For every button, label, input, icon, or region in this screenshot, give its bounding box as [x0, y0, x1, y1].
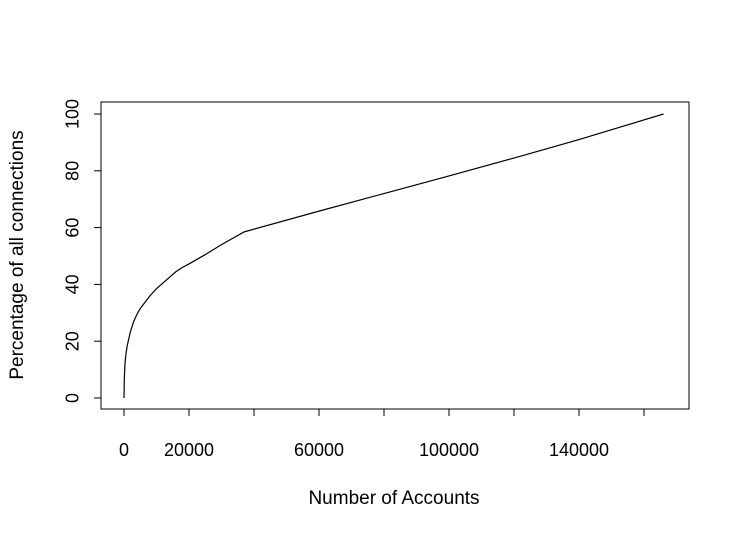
y-axis: 0 20 40 60 80 100	[62, 99, 102, 403]
y-tick-label: 80	[62, 161, 82, 181]
y-axis-title: Percentage of all connections	[7, 130, 28, 379]
x-tick-label: 100000	[419, 440, 479, 460]
x-tick-label: 140000	[549, 440, 609, 460]
y-tick-label: 60	[62, 218, 82, 238]
x-tick-label: 0	[119, 440, 129, 460]
y-tick-label: 100	[62, 99, 82, 129]
y-tick-label: 0	[62, 393, 82, 403]
y-tick-label: 40	[62, 274, 82, 294]
x-axis-title: Number of Accounts	[308, 488, 479, 509]
series-line	[123, 113, 664, 399]
x-tick-label: 60000	[294, 440, 344, 460]
y-tick-label: 20	[62, 331, 82, 351]
plot-frame	[100, 101, 690, 410]
x-tick-label: 20000	[164, 440, 214, 460]
x-axis: 0 20000 60000 100000 140000	[119, 408, 645, 460]
